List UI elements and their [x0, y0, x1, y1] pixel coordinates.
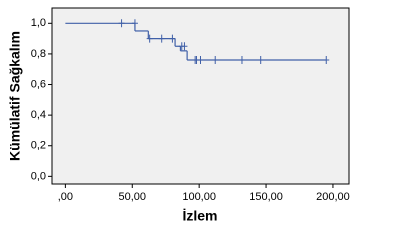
censor-mark	[197, 56, 204, 65]
censor-mark	[257, 56, 264, 65]
censor-mark	[169, 34, 176, 43]
y-tick-label: 0,0	[31, 170, 46, 182]
x-tick-label: 150,00	[249, 191, 283, 203]
censor-mark	[146, 34, 153, 43]
x-tick-label: 100,00	[182, 191, 216, 203]
x-tick-label: 50,00	[119, 191, 147, 203]
censor-mark	[181, 42, 188, 51]
plot-area	[51, 7, 350, 185]
x-tick-label: 200,00	[316, 191, 350, 203]
y-axis-title: Kümülatif Sağkalım	[7, 31, 23, 161]
x-tick-label: ,00	[58, 191, 73, 203]
censor-mark	[131, 19, 138, 28]
y-tick-label: 1,0	[31, 17, 46, 29]
censor-mark	[212, 56, 219, 65]
y-tick-label: 0,8	[31, 48, 46, 60]
censor-mark	[118, 19, 125, 28]
chart: İzlem Kümülatif Sağkalım 0,0 0,2 0,4 0,6 0,8…	[7, 7, 350, 224]
x-axis-title: İzlem	[182, 208, 217, 224]
y-tick-label: 0,4	[31, 109, 46, 121]
censor-mark	[238, 56, 245, 65]
y-tick-label: 0,6	[31, 78, 46, 90]
censor-mark	[323, 56, 330, 65]
y-tick-label: 0,2	[31, 140, 46, 152]
censor-mark	[158, 34, 165, 43]
